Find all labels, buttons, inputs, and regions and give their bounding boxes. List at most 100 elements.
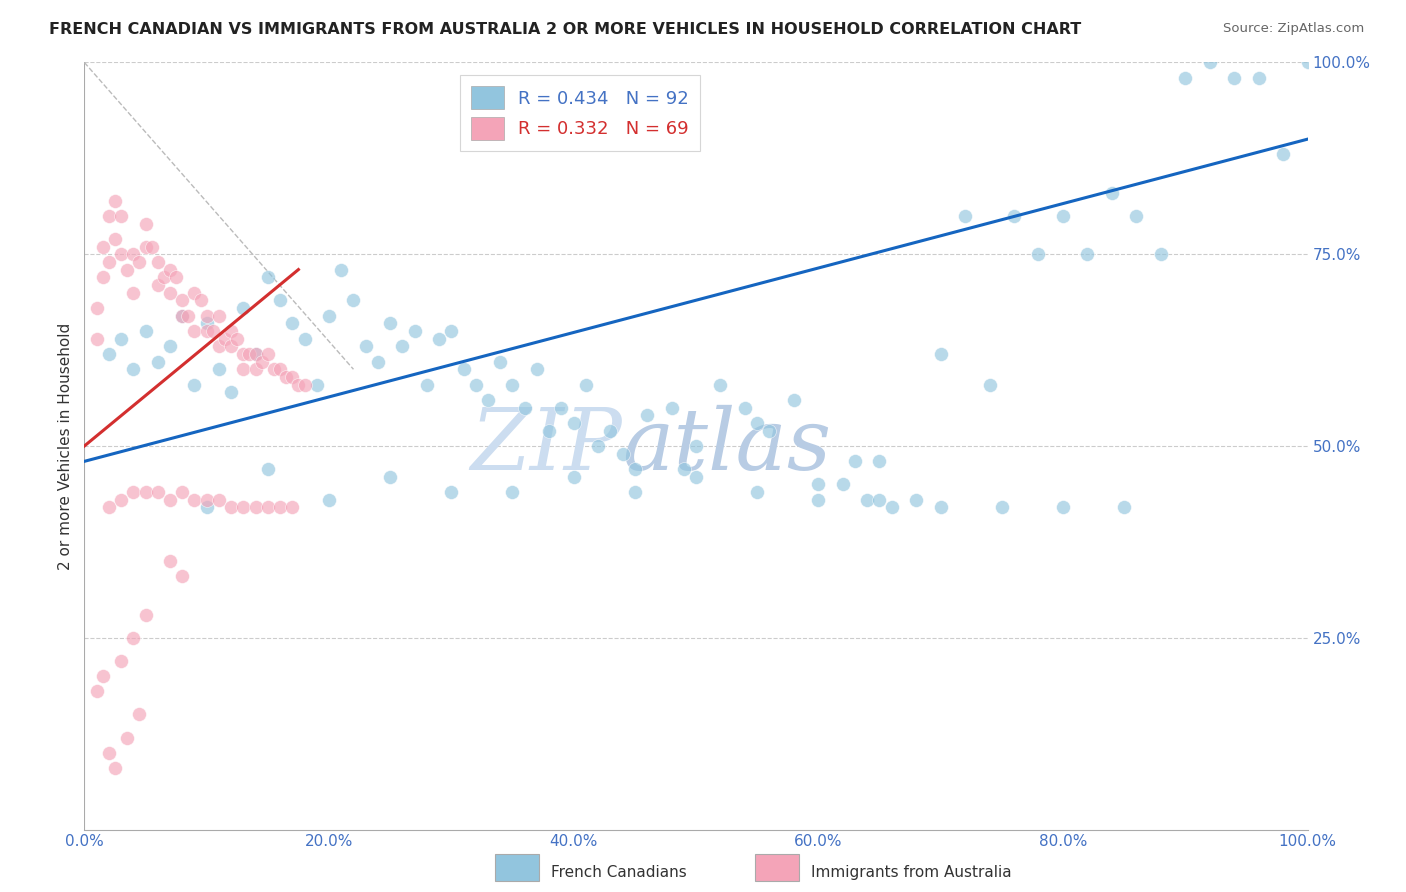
Point [232,500,254,515]
Point [440,324,463,338]
Point [502,485,524,500]
Text: Source: ZipAtlas.com: Source: ZipAtlas.com [1223,22,1364,36]
Point [195,324,218,338]
Point [404,324,426,338]
Point [135,217,157,231]
Point [1272,147,1295,161]
Point [257,347,280,361]
Point [226,332,249,346]
Point [159,262,181,277]
Point [1296,55,1319,70]
Y-axis label: 2 or more Vehicles in Household: 2 or more Vehicles in Household [58,322,73,570]
Point [122,485,145,500]
Point [257,462,280,476]
Point [238,347,260,361]
Point [104,194,127,208]
Point [905,492,928,507]
Point [612,447,634,461]
Point [294,332,316,346]
Point [318,309,340,323]
Point [245,347,267,361]
Point [208,362,231,376]
Point [110,332,132,346]
Point [929,347,952,361]
Point [586,439,609,453]
Point [214,332,236,346]
Point [219,500,242,515]
Point [1198,55,1220,70]
Point [294,377,316,392]
Point [1028,247,1050,261]
Point [734,401,756,415]
Point [281,500,304,515]
Point [562,469,585,483]
Point [624,462,647,476]
Point [526,362,548,376]
Point [869,492,891,507]
Point [245,500,267,515]
Point [104,761,127,775]
Point [195,316,218,330]
Point [190,293,212,308]
Point [122,631,145,645]
Point [201,324,224,338]
Point [172,485,194,500]
Point [269,293,291,308]
Point [281,316,304,330]
Point [269,362,291,376]
Point [685,439,707,453]
Point [807,477,830,491]
Point [1174,70,1197,85]
Point [86,332,108,346]
Point [380,316,402,330]
Point [367,354,389,368]
Point [135,239,157,253]
Point [146,485,169,500]
Point [747,416,769,430]
Point [1114,500,1136,515]
Bar [755,855,799,881]
Point [747,485,769,500]
Point [1052,209,1074,223]
Point [636,409,658,423]
Point [122,285,145,300]
Point [97,500,120,515]
Point [880,500,903,515]
Point [177,309,200,323]
Point [86,301,108,315]
Point [783,392,806,407]
Point [1125,209,1147,223]
Point [219,324,242,338]
Point [86,684,108,698]
Point [1052,500,1074,515]
Point [575,377,598,392]
Point [342,293,364,308]
Text: Immigrants from Australia: Immigrants from Australia [811,865,1012,880]
Point [477,392,499,407]
Point [165,270,187,285]
Point [599,424,621,438]
Point [502,377,524,392]
Text: FRENCH CANADIAN VS IMMIGRANTS FROM AUSTRALIA 2 OR MORE VEHICLES IN HOUSEHOLD COR: FRENCH CANADIAN VS IMMIGRANTS FROM AUSTR… [49,22,1081,37]
Point [122,362,145,376]
Point [1002,209,1025,223]
Point [245,347,267,361]
Point [1247,70,1270,85]
Point [464,377,486,392]
Point [1150,247,1173,261]
Point [110,492,132,507]
Point [128,707,150,722]
Point [453,362,475,376]
Point [146,354,169,368]
Point [172,569,194,583]
Point [172,309,194,323]
Point [159,339,181,353]
Point [330,262,353,277]
Point [427,332,450,346]
Point [195,309,218,323]
Point [263,362,285,376]
Point [97,746,120,760]
Point [807,492,830,507]
Point [159,285,181,300]
Point [219,339,242,353]
